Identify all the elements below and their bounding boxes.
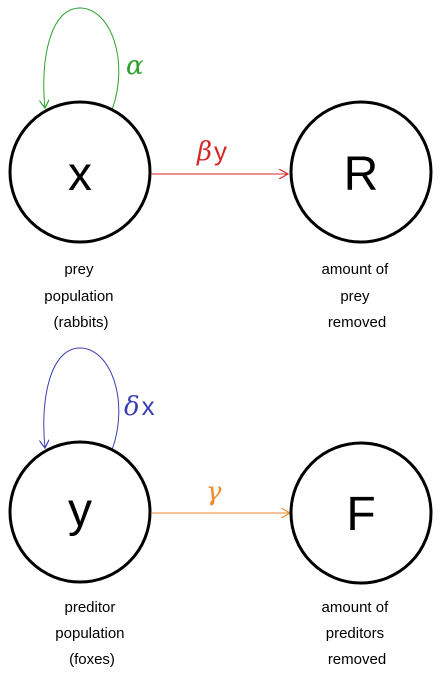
predator-removed-node-caption: amount of preditors removed — [322, 599, 393, 668]
predator-removed-node-label: F — [346, 488, 375, 541]
prey-removed-node-label: R — [344, 148, 379, 201]
predator-node — [8, 440, 152, 584]
prey-removal-rate-label: βy — [196, 136, 227, 167]
prey-growth-rate-label: α — [126, 51, 144, 81]
prey-node-caption: prey population (rabbits) — [44, 261, 117, 331]
prey-block: α x βy R prey population (rabbits) amoun… — [8, 7, 433, 331]
predator-node-label: y — [68, 484, 92, 537]
predator-block: δx y γ F preditor population (foxes) amo… — [8, 347, 433, 668]
predator-growth-rate-label: δx — [124, 391, 155, 422]
prey-removed-node — [289, 100, 433, 244]
predator-removed-node — [289, 441, 433, 585]
prey-self-loop — [44, 7, 120, 111]
predator-removal-rate-label: γ — [206, 477, 222, 507]
prey-removed-node-caption: amount of prey removed — [322, 261, 393, 331]
prey-node — [8, 100, 152, 244]
predator-self-loop — [44, 347, 120, 451]
prey-node-label: x — [68, 148, 92, 201]
predator-node-caption: preditor population (foxes) — [55, 599, 128, 668]
